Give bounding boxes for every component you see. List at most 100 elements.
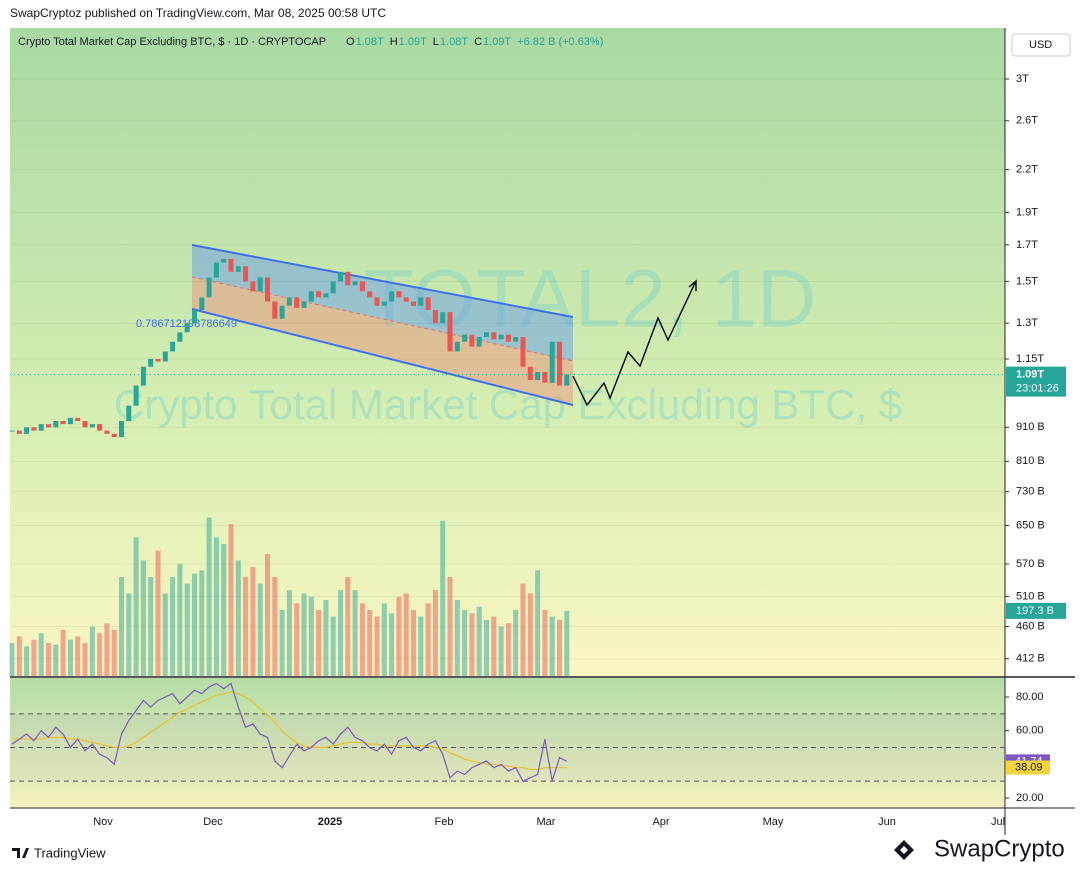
candle [38, 424, 44, 431]
x-tick-label: Apr [652, 816, 669, 828]
legend-l-label: L [433, 36, 439, 48]
legend-o-label: O [346, 36, 355, 48]
volume-bar [67, 639, 73, 676]
candle [520, 336, 526, 367]
volume-bar [279, 610, 285, 676]
volume-bar [389, 613, 395, 676]
volume-bar [140, 560, 146, 676]
volume-bar [148, 577, 154, 676]
volume-bar [16, 636, 22, 676]
candle [199, 297, 205, 311]
volume-bar [46, 643, 51, 676]
legend-o: 1.08T [356, 36, 384, 48]
candle [184, 323, 190, 333]
volume-bar [491, 616, 497, 676]
candle [279, 305, 285, 319]
candle [498, 334, 504, 340]
volume-bar [60, 629, 66, 676]
volume-bar [564, 610, 570, 676]
volume-bar [396, 596, 402, 676]
candle [542, 371, 548, 383]
symbol: Crypto Total Market Cap Excluding BTC, $… [18, 36, 326, 48]
y-tick-label: 1.15T [1016, 353, 1044, 365]
rsi-last-box [1006, 760, 1050, 775]
candle [177, 332, 183, 342]
projection-arrow [688, 279, 697, 291]
candle [374, 297, 380, 306]
volume-bar [535, 570, 541, 676]
candle [359, 281, 365, 292]
volume-bar [308, 596, 314, 676]
volume-bar [228, 524, 234, 676]
candle [67, 417, 73, 425]
volume-bar [155, 550, 161, 676]
footer [0, 835, 1083, 871]
candle [221, 258, 227, 263]
y-tick-label: 910 B [1016, 421, 1045, 433]
volume-bar [469, 613, 475, 676]
author-logo [894, 840, 914, 860]
volume-bar [345, 577, 351, 676]
candle [111, 433, 117, 438]
x-tick-label: Mar [537, 816, 556, 828]
candle [250, 281, 256, 292]
volume-bar [316, 610, 322, 676]
volume-bar [352, 590, 358, 676]
volume-bar [476, 606, 482, 676]
x-tick-label: Nov [93, 816, 113, 828]
y-tick-label: 2.6T [1016, 115, 1038, 127]
candle [257, 277, 263, 292]
candle [513, 336, 519, 342]
candle [155, 358, 161, 362]
y-tick-label: 650 B [1016, 519, 1045, 531]
volume-bar [111, 629, 117, 676]
volume-bar [272, 577, 278, 676]
candle [316, 291, 322, 298]
volume-bar [425, 603, 431, 676]
y-tick-label: 730 B [1016, 486, 1045, 498]
volume-bar [162, 593, 168, 676]
candle [235, 266, 241, 272]
currency-button[interactable] [1011, 33, 1071, 57]
candle [301, 301, 307, 308]
candle [469, 334, 475, 347]
legend-h: 1.09T [399, 36, 427, 48]
volume-bar [9, 643, 15, 676]
candle [345, 271, 351, 286]
candle [440, 312, 446, 324]
author: SwapCrypto [934, 835, 1065, 862]
volume-bar [527, 593, 533, 676]
channel-top [191, 244, 574, 318]
publisher: SwapCryptoz published on TradingView.com… [10, 6, 386, 20]
rsi-tick-label: 60.00 [1016, 725, 1044, 737]
currency[interactable]: USD [1029, 39, 1052, 51]
candle [82, 420, 88, 428]
volume-bar [177, 563, 183, 676]
volume-bar [75, 636, 81, 676]
candle [170, 341, 176, 352]
projection [572, 282, 696, 407]
volume-bar [454, 600, 460, 676]
volume-bar [170, 577, 176, 676]
candle [53, 420, 59, 428]
candle [338, 271, 343, 282]
candle [381, 301, 387, 306]
volume-bar [505, 623, 511, 676]
candle [104, 430, 110, 434]
volume-bar [213, 537, 219, 676]
legend-change: +6.82 B (+0.63%) [517, 36, 603, 48]
legend: Crypto Total Market Cap Excluding BTC, $… [18, 36, 603, 48]
volume-bar [542, 610, 548, 676]
volume-bar [286, 590, 292, 676]
candle [192, 310, 197, 324]
candle [243, 266, 249, 282]
candle [564, 374, 570, 386]
volume-bar [221, 544, 227, 676]
candle [265, 277, 270, 302]
volume-bar [24, 646, 30, 676]
x-tick-label: Jun [878, 816, 896, 828]
y-tick-label: 1.3T [1016, 317, 1038, 329]
candle [31, 427, 37, 431]
rsi-tick-label: 20.00 [1016, 792, 1044, 804]
